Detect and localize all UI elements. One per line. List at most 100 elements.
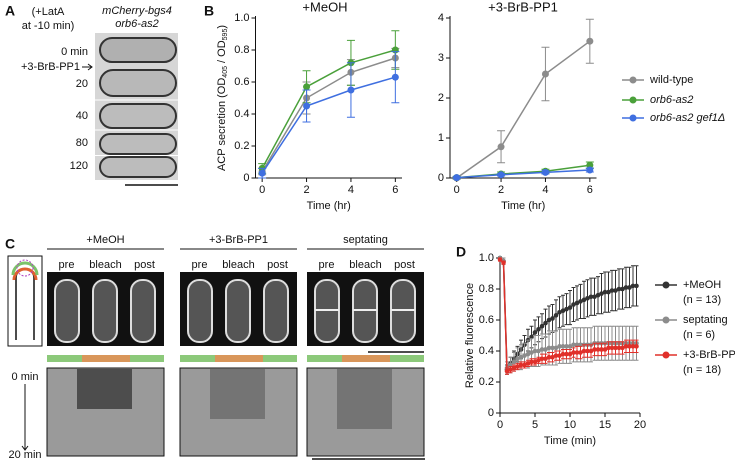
point bbox=[553, 353, 559, 358]
point bbox=[634, 344, 639, 349]
bleach-bar bbox=[215, 355, 263, 362]
point bbox=[522, 353, 527, 358]
y-tick-label: 1 bbox=[438, 132, 444, 144]
drug-label: +3-BrB-PP1 bbox=[21, 61, 80, 73]
legend-marker bbox=[662, 281, 670, 289]
point bbox=[501, 260, 506, 265]
y-tick-label: 0.4 bbox=[234, 108, 249, 120]
legend-marker bbox=[662, 316, 670, 324]
y-axis-label: Relative fluorescence bbox=[464, 283, 476, 388]
point bbox=[536, 348, 541, 354]
point bbox=[616, 286, 622, 292]
y-tick-label: 0.6 bbox=[479, 314, 494, 326]
x-tick-label: 10 bbox=[564, 419, 576, 431]
point bbox=[391, 73, 399, 81]
point bbox=[557, 353, 562, 358]
legend-marker bbox=[629, 76, 637, 84]
y-axis-label-part: Relative fluorescence bbox=[464, 283, 476, 388]
point bbox=[581, 348, 587, 354]
point bbox=[627, 285, 632, 290]
point bbox=[627, 344, 632, 349]
point bbox=[511, 365, 517, 371]
point bbox=[550, 354, 555, 360]
point bbox=[567, 351, 573, 357]
point bbox=[586, 166, 594, 174]
point bbox=[571, 350, 576, 355]
point bbox=[602, 347, 608, 352]
point bbox=[550, 345, 555, 351]
point bbox=[560, 344, 566, 349]
point bbox=[546, 354, 552, 360]
point bbox=[539, 347, 545, 352]
point bbox=[347, 86, 355, 94]
point bbox=[515, 364, 520, 369]
point bbox=[529, 359, 534, 365]
phase-label: post bbox=[134, 259, 155, 271]
x-tick-label: 2 bbox=[498, 184, 504, 196]
series-line bbox=[261, 57, 396, 172]
point bbox=[634, 283, 639, 289]
cell bbox=[225, 279, 251, 343]
y-tick-label: 0.8 bbox=[234, 44, 249, 56]
point bbox=[609, 345, 615, 351]
legend-label: +3-BrB-PP1 bbox=[683, 349, 735, 361]
legend-marker bbox=[629, 114, 637, 122]
x-tick-label: 6 bbox=[392, 184, 398, 196]
point bbox=[578, 299, 583, 304]
bleach-bar bbox=[82, 355, 130, 362]
x-axis-label: Time (hr) bbox=[307, 200, 351, 212]
point bbox=[616, 345, 622, 351]
point bbox=[553, 345, 559, 351]
point bbox=[518, 362, 524, 368]
treatment: (+LatA bbox=[32, 6, 65, 18]
time-label: 120 bbox=[70, 160, 88, 172]
y-tick-label: 3 bbox=[438, 52, 444, 64]
cell bbox=[130, 279, 156, 343]
treatment: at -10 min) bbox=[22, 20, 75, 32]
point bbox=[532, 359, 538, 365]
point bbox=[564, 306, 569, 312]
point bbox=[588, 294, 594, 300]
point bbox=[595, 347, 601, 352]
y-axis-label: ACP secretion (OD405 / OD595) bbox=[216, 25, 229, 171]
point bbox=[303, 102, 311, 110]
x-tick-label: 5 bbox=[532, 419, 538, 431]
y-tick-label: 0.4 bbox=[479, 345, 494, 357]
point bbox=[497, 171, 505, 179]
y-axis-label-part: / OD bbox=[216, 40, 228, 66]
y-tick-label: 0.2 bbox=[479, 376, 494, 388]
kymograph-dark bbox=[337, 369, 392, 429]
point bbox=[557, 344, 562, 349]
point bbox=[541, 70, 549, 78]
point bbox=[303, 83, 311, 91]
phase-label: pre bbox=[319, 259, 335, 271]
point bbox=[550, 316, 555, 321]
legend-marker bbox=[629, 96, 637, 104]
x-tick-label: 15 bbox=[599, 419, 611, 431]
point bbox=[571, 342, 576, 348]
point bbox=[586, 161, 594, 169]
series-line bbox=[456, 40, 591, 179]
phase-label: pre bbox=[192, 259, 208, 271]
legend-label: orb6-as2 gef1Δ bbox=[650, 112, 725, 124]
y-tick-label: 4 bbox=[438, 12, 444, 24]
y-tick-label: 0.6 bbox=[234, 76, 249, 88]
point bbox=[532, 330, 538, 335]
panel-label: C bbox=[5, 236, 15, 252]
point bbox=[546, 345, 552, 351]
point bbox=[532, 348, 538, 354]
point bbox=[525, 351, 531, 357]
point bbox=[504, 368, 510, 374]
point bbox=[522, 362, 527, 368]
group-title: +MeOH bbox=[86, 234, 124, 246]
y-axis-label-part: 405 bbox=[222, 66, 229, 78]
arrow bbox=[21, 384, 29, 451]
point bbox=[508, 367, 513, 372]
y-tick-label: 0 bbox=[438, 172, 444, 184]
point bbox=[592, 294, 597, 300]
time-label: 40 bbox=[76, 110, 88, 122]
point bbox=[567, 344, 573, 349]
group-title: +3-BrB-PP1 bbox=[209, 234, 268, 246]
phase-label: bleach bbox=[222, 259, 254, 271]
